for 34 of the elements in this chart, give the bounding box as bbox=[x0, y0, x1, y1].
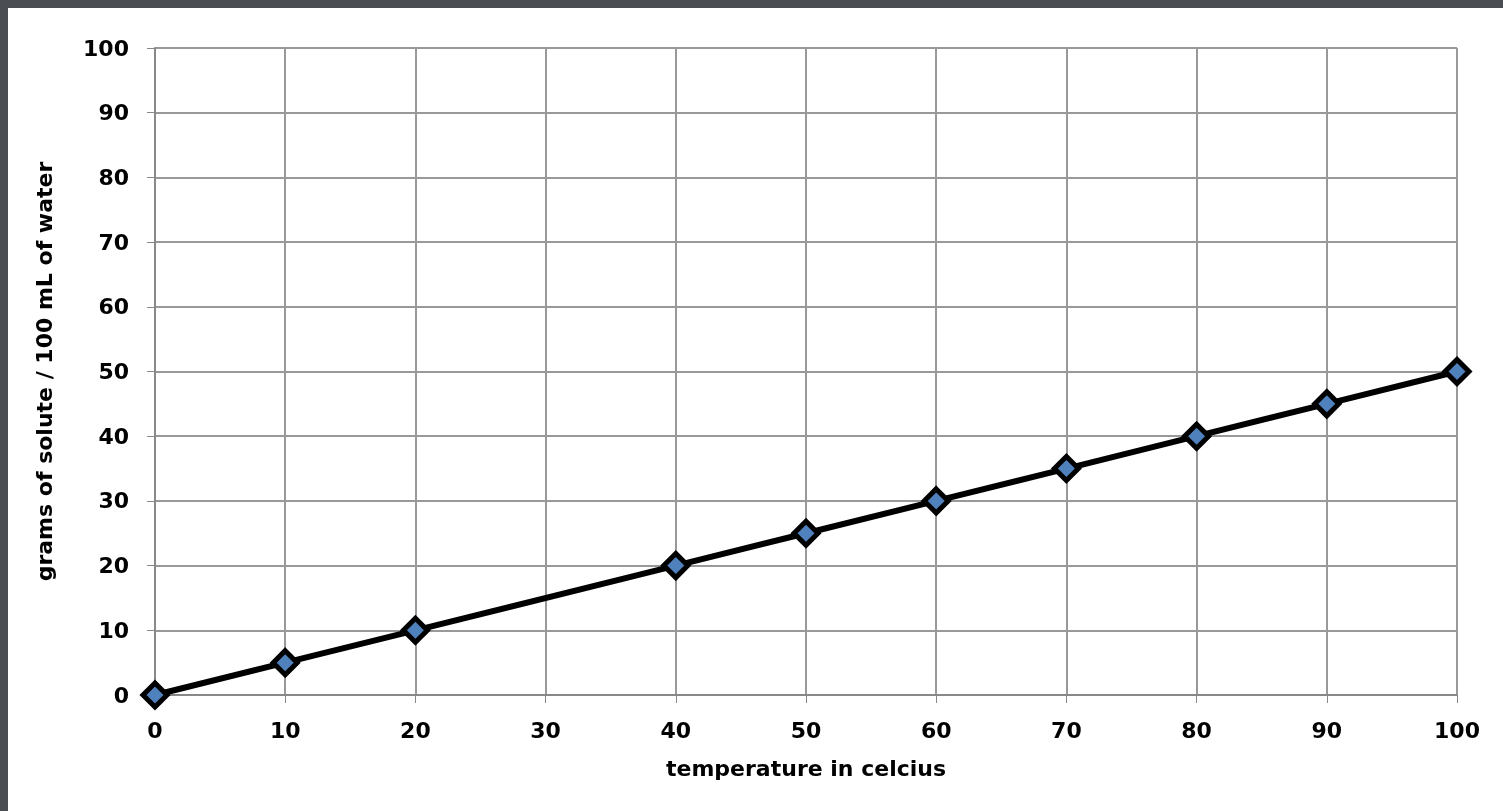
point bbox=[1051, 454, 1081, 484]
y-tick-label: 0 bbox=[113, 682, 129, 708]
x-tick-label: 60 bbox=[920, 717, 952, 743]
point bbox=[400, 615, 430, 645]
x-tick-label: 50 bbox=[790, 717, 822, 743]
x-tick-label: 20 bbox=[400, 717, 431, 743]
y-tick-label: 30 bbox=[98, 488, 129, 514]
y-tick-label: 60 bbox=[98, 294, 129, 320]
point bbox=[1442, 357, 1472, 386]
x-tick-label: 30 bbox=[530, 717, 561, 743]
point bbox=[921, 486, 951, 516]
x-tick-label: 90 bbox=[1311, 717, 1343, 743]
point bbox=[1312, 389, 1342, 419]
x-tick-label: 80 bbox=[1181, 717, 1212, 743]
y-tick-label: 90 bbox=[98, 100, 129, 126]
y-tick-label: 20 bbox=[98, 553, 129, 579]
x-axis-title: temperature in celcius bbox=[665, 755, 947, 781]
y-tick-label: 10 bbox=[98, 617, 129, 643]
x-tick-label: 40 bbox=[660, 717, 692, 743]
y-axis-title: grams of solute / 100 mL of water bbox=[31, 161, 57, 582]
y-tick-label: 40 bbox=[98, 423, 129, 449]
point bbox=[140, 680, 170, 710]
x-tick-label: 0 bbox=[147, 717, 163, 743]
x-tick-label: 70 bbox=[1051, 717, 1082, 743]
point bbox=[791, 518, 821, 548]
point bbox=[1182, 421, 1212, 451]
x-tick-label: 10 bbox=[269, 717, 301, 743]
point bbox=[661, 551, 691, 581]
y-tick-label: 70 bbox=[98, 229, 129, 255]
y-tick-label: 50 bbox=[98, 359, 129, 384]
y-tick-label: 80 bbox=[98, 164, 129, 190]
y-tick-label: 100 bbox=[83, 35, 129, 61]
point bbox=[270, 648, 300, 678]
x-tick-label: 100 bbox=[1434, 717, 1480, 743]
